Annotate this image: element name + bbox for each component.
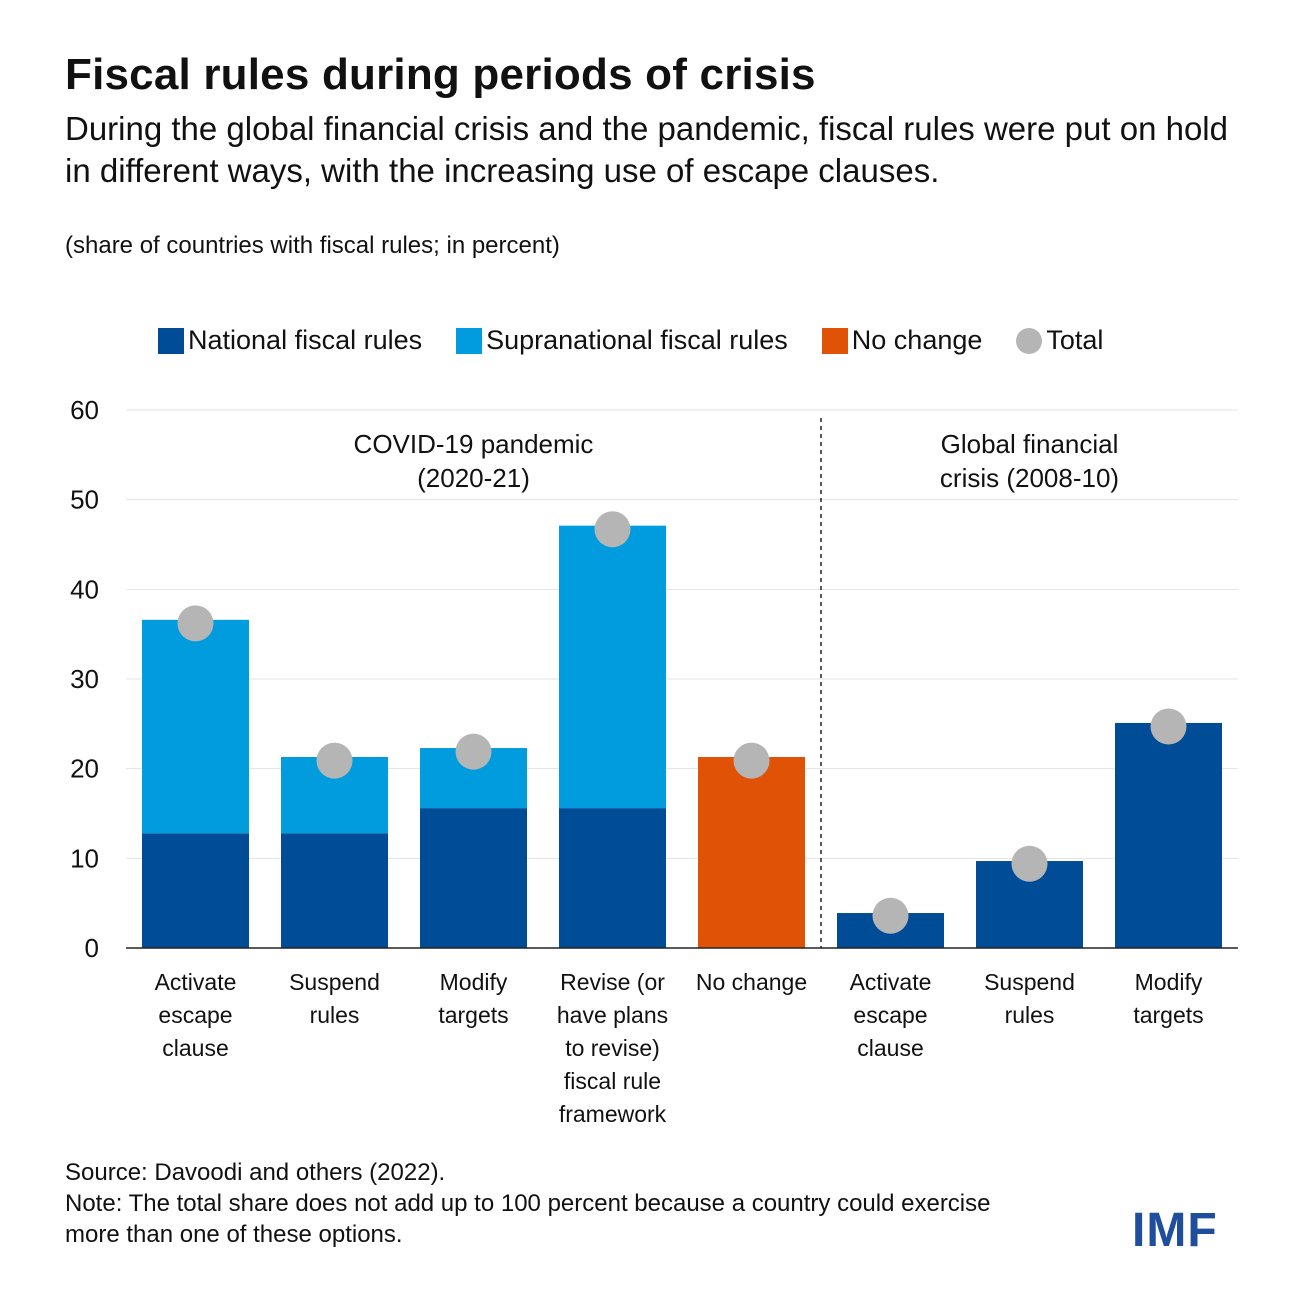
total-dot-3 xyxy=(594,511,631,548)
total-dot-1 xyxy=(316,742,353,779)
total-dot-6 xyxy=(1011,845,1048,882)
chart-subtitle: During the global financial crisis and t… xyxy=(65,110,1228,189)
x-tick-label: targets xyxy=(438,1002,508,1028)
legend-label-total: Total xyxy=(1046,325,1104,355)
x-tick-label: rules xyxy=(310,1002,360,1028)
bar-national-fiscal-rules-2 xyxy=(420,808,527,948)
legend: National fiscal rules Supranational fisc… xyxy=(158,325,1137,356)
legend-item-national: National fiscal rules xyxy=(158,325,422,356)
legend-swatch-national xyxy=(158,327,184,354)
x-tick-label: rules xyxy=(1005,1002,1055,1028)
bar-supranational-fiscal-rules-3 xyxy=(559,525,666,809)
x-tick-label: framework xyxy=(559,1101,667,1127)
group-label-0: COVID-19 pandemic xyxy=(354,429,594,459)
x-tick-label: Modify xyxy=(1135,969,1203,995)
legend-swatch-supranational xyxy=(456,327,483,354)
footer: Source: Davoodi and others (2022). Note:… xyxy=(65,1157,1025,1250)
y-tick-label: 60 xyxy=(70,395,99,425)
x-tick-label: Suspend xyxy=(289,969,380,995)
group-label-1: crisis (2008-10) xyxy=(940,463,1119,493)
legend-item-total: Total xyxy=(1016,325,1103,356)
x-tick-label: Modify xyxy=(440,969,508,995)
x-tick-label: Suspend xyxy=(984,969,1075,995)
y-tick-label: 30 xyxy=(70,664,99,694)
x-tick-label: Activate xyxy=(155,969,237,995)
unit-note: (share of countries with fiscal rules; i… xyxy=(65,232,560,259)
y-tick-label: 20 xyxy=(70,754,99,784)
x-tick-label: No change xyxy=(696,969,807,995)
legend-swatch-no-change xyxy=(821,327,848,354)
legend-label-no-change: No change xyxy=(851,325,983,355)
total-dot-5 xyxy=(872,897,909,934)
x-tick-label: Revise (or xyxy=(560,969,665,995)
bar-national-fiscal-rules-0 xyxy=(142,833,249,948)
bar-supranational-fiscal-rules-0 xyxy=(142,619,249,834)
x-tick-label: escape xyxy=(158,1002,232,1028)
bar-no-change-4 xyxy=(698,757,805,948)
legend-item-supranational: Supranational fiscal rules xyxy=(456,325,788,356)
x-tick-label: have plans xyxy=(557,1002,668,1028)
x-tick-label: escape xyxy=(853,1002,927,1028)
x-tick-label: clause xyxy=(857,1035,923,1061)
y-tick-label: 50 xyxy=(70,485,99,515)
group-label-0: (2020-21) xyxy=(417,463,530,493)
legend-label-national: National fiscal rules xyxy=(188,325,423,355)
x-tick-label: Activate xyxy=(850,969,932,995)
total-dot-7 xyxy=(1150,708,1187,745)
bar-national-fiscal-rules-1 xyxy=(281,833,388,948)
bar-national-fiscal-rules-3 xyxy=(559,808,666,948)
x-tick-label: to revise) xyxy=(565,1035,660,1061)
y-tick-label: 0 xyxy=(85,933,99,963)
imf-logo: IMF xyxy=(1132,1204,1218,1257)
stacked-bar-chart: 0 10 20 30 40 50 60 COVID-19 pandemic (2020-21) G… xyxy=(70,395,1238,1127)
source-note: Source: Davoodi and others (2022). xyxy=(65,1159,446,1186)
group-label-1: Global financial xyxy=(941,429,1119,459)
footnote: Note: The total share does not add up to… xyxy=(65,1190,991,1248)
x-tick-label: targets xyxy=(1133,1002,1203,1028)
x-tick-label: clause xyxy=(162,1035,228,1061)
legend-item-no-change: No change xyxy=(821,325,983,356)
x-tick-label: fiscal rule xyxy=(564,1068,661,1094)
chart-title: Fiscal rules during periods of crisis xyxy=(65,50,816,99)
legend-label-supranational: Supranational fiscal rules xyxy=(486,325,788,355)
total-dot-0 xyxy=(177,605,214,642)
legend-swatch-total xyxy=(1016,327,1043,354)
bar-national-fiscal-rules-7 xyxy=(1115,722,1222,948)
total-dot-2 xyxy=(455,733,492,770)
y-tick-label: 40 xyxy=(70,574,99,604)
total-dot-4 xyxy=(733,742,770,779)
y-tick-label: 10 xyxy=(70,843,99,873)
